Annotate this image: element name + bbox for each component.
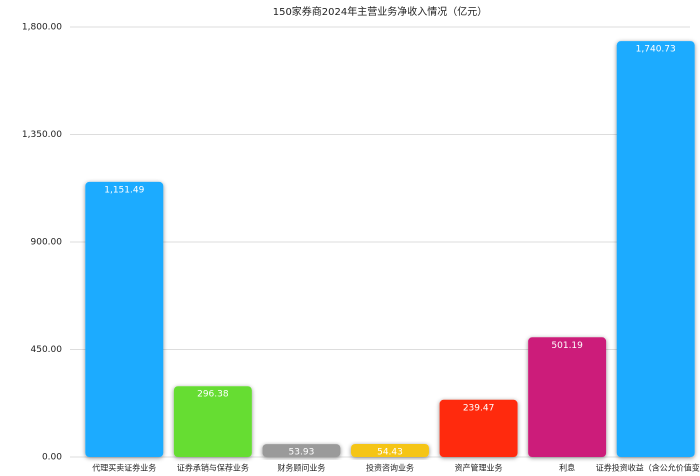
value-label: 1,740.73: [636, 45, 676, 55]
bar: [351, 443, 429, 457]
bar: [173, 386, 252, 457]
bar: [528, 337, 607, 457]
x-tick-label: 证券承销与保荐业务: [177, 463, 249, 473]
value-label: 54.43: [377, 447, 403, 457]
value-label: 296.38: [197, 390, 229, 400]
bar: [616, 41, 695, 458]
x-tick-label: 资产管理业务: [455, 463, 503, 473]
x-tick-label: 代理买卖证券业务: [92, 463, 156, 473]
y-tick-label: 900.00: [31, 238, 63, 248]
bar: [262, 444, 341, 457]
y-tick-label: 450.00: [31, 345, 63, 355]
bar: [439, 399, 518, 457]
y-tick-label: 1,800.00: [22, 23, 62, 33]
chart-title: 150家券商2024年主营业务净收入情况（亿元）: [273, 5, 488, 18]
x-tick-label: 证券投资收益（含公允价值变动）: [596, 463, 700, 473]
value-label: 1,151.49: [104, 185, 144, 195]
y-tick-label: 0.00: [42, 453, 62, 463]
value-label: 239.47: [463, 403, 495, 413]
x-tick-label: 投资咨询业务: [366, 463, 414, 473]
bar: [85, 181, 164, 458]
value-label: 501.19: [551, 341, 583, 351]
x-tick-label: 利息: [559, 463, 575, 473]
value-label: 53.93: [289, 448, 315, 458]
y-tick-label: 1,350.00: [22, 130, 62, 140]
x-tick-label: 财务顾问业务: [277, 463, 325, 473]
